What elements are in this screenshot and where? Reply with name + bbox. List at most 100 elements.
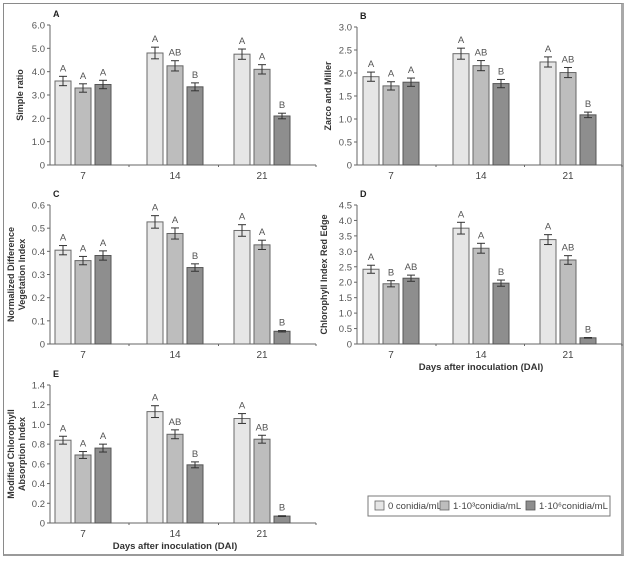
significance-label: A (80, 71, 87, 82)
y-tick-label: 4.0 (339, 216, 352, 227)
x-tick-label: 21 (256, 171, 268, 182)
panel-letter: E (53, 369, 59, 379)
bar (186, 267, 204, 345)
x-tick-label: 21 (256, 529, 268, 540)
y-tick-label: 0 (40, 161, 45, 172)
bar (382, 283, 400, 345)
significance-label: AB (169, 417, 182, 428)
figure-frame (3, 3, 624, 556)
y-tick-label: 2.0 (32, 114, 45, 125)
significance-label: B (279, 100, 285, 111)
y-tick-label: 1.0 (32, 420, 45, 431)
bar (253, 68, 271, 166)
bar (362, 76, 380, 166)
y-tick-label: 0 (347, 340, 352, 351)
x-tick-label: 7 (80, 350, 86, 361)
significance-label: B (498, 66, 504, 77)
x-tick-label: 21 (256, 350, 268, 361)
bar (54, 439, 72, 524)
y-tick-label: 0.3 (32, 270, 45, 281)
y-tick-label: 0.6 (32, 201, 45, 212)
y-tick-label: 0 (40, 340, 45, 351)
y-tick-label: 2.0 (339, 278, 352, 289)
significance-label: A (152, 393, 159, 404)
bar (74, 454, 92, 524)
bar (233, 418, 251, 524)
x-tick-label: 21 (562, 350, 574, 361)
y-tick-label: 4.5 (339, 201, 352, 212)
y-axis-label: Chlorophyll Index Red Edge (319, 214, 329, 334)
significance-label: A (239, 401, 246, 412)
x-tick-label: 14 (169, 529, 181, 540)
y-tick-label: 3.0 (339, 247, 352, 258)
significance-label: A (458, 35, 465, 46)
legend-swatch-1 (439, 500, 450, 511)
y-axis-label: Modified Chlorophyll (6, 409, 16, 499)
bar (472, 247, 490, 345)
significance-label: A (152, 203, 159, 214)
significance-label: AB (562, 243, 575, 254)
legend-box (367, 495, 611, 517)
y-tick-label: 0.5 (339, 138, 352, 149)
x-tick-label: 7 (80, 529, 86, 540)
significance-label: AB (562, 54, 575, 65)
significance-label: A (100, 238, 107, 249)
significance-label: A (152, 34, 159, 45)
significance-label: A (259, 52, 266, 63)
significance-label: A (545, 44, 552, 55)
y-tick-label: 0.2 (32, 499, 45, 510)
bar (74, 87, 92, 166)
bar (253, 244, 271, 345)
x-axis-label: Days after inoculation (DAI) (419, 362, 544, 373)
bar (559, 72, 577, 166)
bar (402, 277, 420, 345)
y-tick-label: 0.6 (32, 459, 45, 470)
y-tick-label: 1.0 (339, 115, 352, 126)
panel-e: E 0 0.2 0.4 0.6 0.8 1.0 1.2 1.4 7 14 21 A A A A AB B A AB B M… (6, 369, 317, 552)
y-axis-label: Absorption Index (17, 417, 27, 491)
significance-label: A (60, 423, 67, 434)
significance-label: A (60, 63, 67, 74)
significance-label: B (388, 268, 394, 279)
panel-letter: A (53, 9, 60, 19)
bar (273, 115, 291, 166)
y-axis-label: Simple ratio (15, 69, 25, 121)
significance-label: A (458, 209, 465, 220)
legend-label-0: 0 conidia/mL (388, 501, 442, 512)
y-tick-label: 2.5 (339, 262, 352, 273)
significance-label: A (100, 67, 107, 78)
bar (166, 232, 184, 345)
bar (402, 81, 420, 166)
bar (492, 282, 510, 345)
significance-label: A (259, 227, 266, 238)
x-tick-label: 14 (169, 171, 181, 182)
significance-label: A (100, 431, 107, 442)
bar (94, 447, 112, 524)
x-tick-label: 7 (80, 171, 86, 182)
panel-c: C 0 0.1 0.2 0.3 0.4 0.5 0.6 7 14 21 A A A A A B A A B Normal… (6, 189, 317, 361)
bar (166, 65, 184, 166)
x-tick-label: 14 (475, 171, 487, 182)
bar (472, 65, 490, 166)
significance-label: A (478, 230, 485, 241)
y-tick-label: 3.0 (339, 23, 352, 34)
bar (382, 85, 400, 166)
panel-letter: C (53, 189, 60, 199)
y-axis-label: Normalized Difference (6, 227, 16, 322)
significance-label: A (239, 36, 246, 47)
y-tick-label: 2.5 (339, 46, 352, 57)
y-tick-label: 1.5 (339, 92, 352, 103)
significance-label: B (192, 70, 198, 81)
panel-letter: D (360, 189, 367, 199)
bar (74, 260, 92, 345)
bar (94, 84, 112, 166)
x-tick-label: 14 (169, 350, 181, 361)
bar (186, 86, 204, 166)
legend-label-1: 1·10³conidia/mL (453, 501, 521, 512)
legend: 0 conidia/mL 1·10³conidia/mL 1·10⁶conidi… (367, 495, 611, 517)
legend-label-2: 1·10⁶conidia/mL (539, 501, 608, 512)
y-axis-label: Vegetation Index (17, 239, 27, 311)
y-tick-label: 1.0 (32, 137, 45, 148)
